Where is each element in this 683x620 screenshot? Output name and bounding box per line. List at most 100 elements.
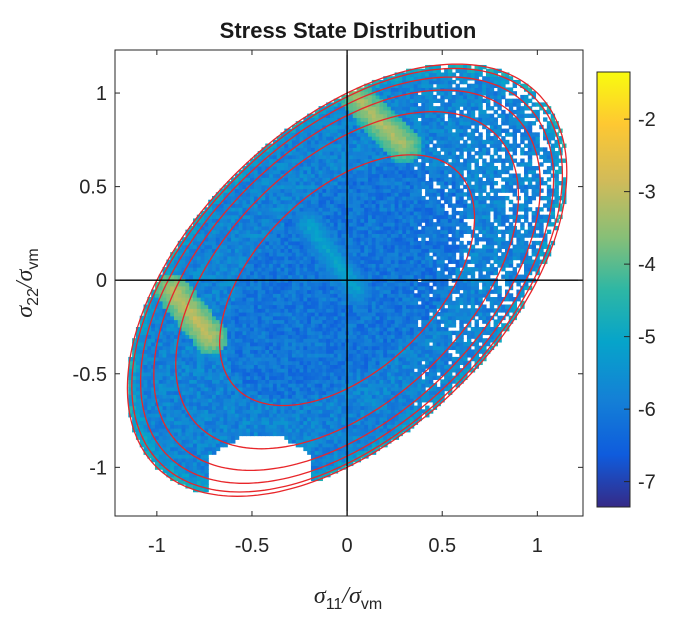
heatmap-cell [295, 192, 301, 197]
heatmap-cell [177, 259, 183, 264]
heatmap-cell [329, 386, 335, 392]
heatmap-cell [212, 297, 217, 302]
heatmap-cell [219, 233, 225, 238]
heatmap-cell [250, 431, 255, 437]
heatmap-cell [250, 274, 255, 279]
heatmap-cell [215, 398, 221, 403]
heatmap-cell [265, 195, 270, 201]
heatmap-cell [364, 424, 369, 429]
heatmap-cell [371, 356, 377, 362]
heatmap-cell [356, 229, 362, 234]
heatmap-cell [307, 394, 312, 399]
heatmap-cell [200, 323, 206, 328]
heatmap-cell [322, 173, 327, 178]
heatmap-cell [276, 413, 282, 418]
heatmap-cell [360, 143, 365, 148]
heatmap-cell [360, 353, 365, 358]
heatmap-cell [219, 409, 225, 414]
heatmap-cell [272, 308, 278, 313]
heatmap-cell [356, 263, 362, 268]
heatmap-cell [173, 248, 179, 253]
heatmap-cell [246, 199, 251, 205]
heatmap-cell [257, 326, 263, 332]
heatmap-cell [322, 259, 327, 264]
heatmap-cell [284, 379, 289, 384]
heatmap-cell [265, 371, 270, 377]
heatmap-cell [272, 390, 278, 395]
heatmap-cell [314, 199, 320, 205]
heatmap-cell [364, 371, 369, 377]
heatmap-cell [215, 304, 221, 309]
heatmap-cell [158, 443, 164, 448]
heatmap-cell [181, 349, 186, 354]
heatmap-cell [288, 308, 293, 313]
heatmap-cell [139, 345, 145, 351]
heatmap-cell [303, 166, 308, 171]
heatmap-cell [371, 341, 377, 347]
heatmap-cell [368, 289, 373, 294]
heatmap-cell [231, 252, 236, 257]
heatmap-cell [135, 401, 141, 407]
heatmap-cell [193, 446, 198, 452]
heatmap-cell [314, 128, 320, 133]
heatmap-cell [166, 270, 171, 276]
heatmap-cell [208, 431, 213, 437]
heatmap-cell [242, 166, 247, 171]
heatmap-cell [272, 379, 278, 384]
heatmap-cell [166, 450, 171, 455]
heatmap-cell [322, 270, 327, 276]
heatmap-cell [349, 195, 354, 201]
heatmap-cell [364, 106, 369, 111]
heatmap-cell [360, 263, 365, 268]
heatmap-cell [310, 472, 316, 478]
heatmap-cell [307, 330, 312, 336]
heatmap-cell [333, 136, 339, 141]
heatmap-cell [280, 319, 285, 324]
heatmap-cell [322, 338, 327, 343]
heatmap-cell [360, 435, 365, 440]
heatmap-cell [185, 289, 190, 294]
heatmap-cell [208, 297, 213, 302]
heatmap-cell [193, 368, 198, 373]
heatmap-cell [352, 270, 358, 276]
heatmap-cell [185, 465, 190, 470]
heatmap-cell [364, 233, 369, 238]
heatmap-cell [204, 214, 209, 220]
heatmap-cell [299, 341, 304, 347]
heatmap-cell [329, 315, 335, 321]
heatmap-cell [208, 293, 213, 298]
heatmap-cell [246, 233, 251, 238]
heatmap-cell [329, 334, 335, 339]
heatmap-cell [360, 132, 365, 137]
heatmap-cell [280, 420, 285, 425]
heatmap-cell [204, 364, 209, 369]
heatmap-cell [227, 195, 232, 201]
heatmap-cell [310, 210, 316, 216]
heatmap-cell [375, 166, 381, 171]
heatmap-cell [303, 356, 308, 362]
heatmap-cell [212, 225, 217, 231]
heatmap-cell [314, 147, 320, 152]
heatmap-cell [314, 229, 320, 234]
heatmap-cell [280, 274, 285, 279]
heatmap-cell [303, 162, 308, 167]
heatmap-cell [261, 353, 266, 358]
heatmap-cell [368, 285, 373, 291]
heatmap-cell [333, 255, 339, 261]
heatmap-cell [360, 360, 365, 366]
heatmap-cell [204, 248, 209, 253]
heatmap-cell [360, 341, 365, 347]
heatmap-cell [158, 300, 164, 306]
heatmap-cell [189, 405, 194, 410]
heatmap-cell [356, 409, 362, 414]
heatmap-cell [189, 379, 194, 384]
heatmap-cell [196, 439, 202, 444]
heatmap-cell [314, 401, 320, 407]
heatmap-cell [314, 443, 320, 448]
heatmap-cell [329, 259, 335, 264]
heatmap-cell [170, 356, 175, 362]
heatmap-cell [238, 259, 244, 264]
heatmap-cell [170, 416, 175, 422]
heatmap-cell [170, 454, 175, 459]
heatmap-cell [234, 274, 240, 279]
